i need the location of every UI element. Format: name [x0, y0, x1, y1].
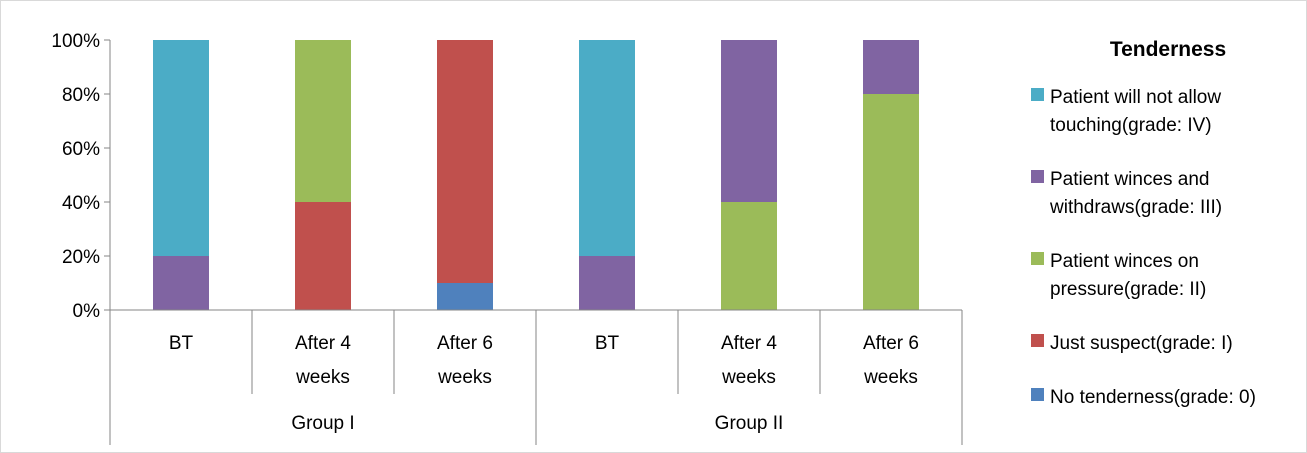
bar-segment — [863, 94, 919, 310]
y-tick-label: 80% — [62, 85, 100, 106]
legend-swatch — [1031, 334, 1044, 347]
y-tick-label: 60% — [62, 139, 100, 160]
legend-label: Patient will not allow — [1050, 87, 1221, 108]
bar-segment — [721, 40, 777, 202]
bar-segment — [153, 40, 209, 256]
legend-label: Patient winces on — [1050, 251, 1199, 272]
x-tick-label: weeks — [295, 367, 350, 388]
x-group-label: Group II — [715, 413, 784, 434]
x-tick-label: After 4 — [721, 333, 777, 354]
x-tick-label: After 6 — [437, 333, 493, 354]
y-tick-label: 20% — [62, 247, 100, 268]
x-tick-label: weeks — [863, 367, 918, 388]
bar-segment — [863, 40, 919, 94]
bar-segment — [295, 202, 351, 310]
bar-segment — [153, 256, 209, 310]
legend-swatch — [1031, 170, 1044, 183]
y-tick-label: 40% — [62, 193, 100, 214]
legend-swatch — [1031, 388, 1044, 401]
legend-label: Patient winces and — [1050, 169, 1210, 190]
y-tick-label: 0% — [73, 301, 101, 322]
legend-title: Tenderness — [1110, 38, 1226, 61]
bar-segment — [579, 256, 635, 310]
x-tick-label: BT — [595, 333, 620, 354]
bar-segment — [721, 202, 777, 310]
bar-segment — [437, 283, 493, 310]
bar-segment — [579, 40, 635, 256]
x-tick-label: After 4 — [295, 333, 351, 354]
x-tick-label: weeks — [721, 367, 776, 388]
legend-label: touching(grade: IV) — [1050, 115, 1212, 136]
legend-label: No tenderness(grade: 0) — [1050, 387, 1256, 408]
x-tick-label: weeks — [437, 367, 492, 388]
x-tick-label: After 6 — [863, 333, 919, 354]
bar-segment — [295, 40, 351, 202]
legend-label: withdraws(grade: III) — [1049, 197, 1222, 218]
x-tick-label: BT — [169, 333, 194, 354]
bar-segment — [437, 40, 493, 283]
legend-label: Just suspect(grade: I) — [1050, 333, 1233, 354]
legend-swatch — [1031, 88, 1044, 101]
x-group-label: Group I — [291, 413, 354, 434]
y-tick-label: 100% — [51, 31, 100, 52]
legend-label: pressure(grade: II) — [1050, 279, 1206, 300]
legend-swatch — [1031, 252, 1044, 265]
